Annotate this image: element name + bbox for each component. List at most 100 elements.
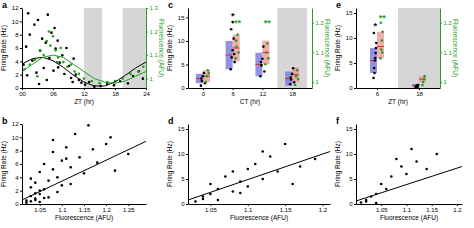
point	[48, 30, 51, 33]
point	[114, 169, 117, 172]
tick: 1.2	[146, 29, 159, 35]
tick: 10	[12, 19, 22, 25]
scatter-series	[379, 22, 426, 87]
point	[25, 45, 28, 48]
point	[194, 200, 197, 203]
plot-area	[196, 8, 307, 88]
x-axis: 1.051.11.151.2	[357, 204, 463, 213]
tick-mark	[292, 88, 293, 90]
point	[289, 83, 292, 86]
tick: 12	[12, 121, 22, 127]
annotation: **	[379, 13, 387, 23]
tick-label: 12	[12, 5, 19, 11]
tick: 15	[178, 15, 188, 21]
tick-mark	[354, 154, 356, 155]
y2-axis: 11.11.2	[440, 9, 453, 89]
tick-label: 6	[15, 45, 19, 51]
y2-axis-title: Fluorescence (AFU)	[451, 19, 459, 77]
box	[255, 53, 262, 77]
tick-mark	[53, 88, 54, 90]
tick: 0	[202, 88, 206, 97]
point	[224, 175, 227, 178]
point	[202, 198, 205, 201]
point	[42, 67, 45, 70]
box-mean	[262, 52, 269, 53]
point	[38, 171, 41, 174]
axis-line	[312, 9, 313, 89]
tick-mark	[20, 177, 22, 178]
point	[254, 163, 257, 166]
point	[203, 72, 206, 75]
y-axis-title: Firing Rate (Hz)	[334, 141, 342, 187]
point	[84, 83, 87, 86]
tick: 1.15	[280, 204, 292, 213]
tick-label: 1	[316, 79, 320, 85]
tick: 8	[15, 148, 22, 154]
y2-axis-title: Fluorescence (AFU)	[157, 19, 165, 77]
point	[38, 201, 41, 204]
point	[56, 176, 59, 179]
point	[230, 28, 233, 31]
point	[78, 73, 81, 76]
tick-mark	[20, 21, 22, 22]
axis-line	[22, 9, 23, 89]
plot-area	[22, 124, 146, 204]
tick-label: 1.2	[319, 207, 328, 213]
point	[385, 188, 388, 191]
y-axis: 051015	[346, 125, 357, 208]
plot-area	[188, 143, 330, 203]
tick-mark	[186, 204, 188, 205]
x-axis: 1.051.11.151.21.25	[23, 204, 147, 213]
tick-mark	[186, 129, 188, 130]
point	[262, 45, 265, 48]
point	[374, 52, 377, 55]
tick-mark	[419, 88, 420, 90]
point	[425, 168, 428, 171]
point	[200, 77, 203, 80]
tick: 1.15	[426, 204, 438, 213]
scatter-series	[205, 33, 300, 86]
point	[129, 73, 132, 76]
point	[73, 70, 76, 73]
point	[63, 73, 66, 76]
axis-line	[440, 9, 441, 89]
tick: 1.1	[440, 50, 453, 56]
point	[52, 35, 55, 38]
point	[69, 166, 72, 169]
tick-label: 10	[178, 151, 185, 157]
annotation: *	[373, 21, 377, 31]
tick-label: 6	[15, 161, 19, 167]
tick-label: 5	[181, 62, 185, 68]
tick-label: 1.1	[444, 50, 453, 56]
box	[370, 48, 377, 73]
box-mean	[377, 46, 384, 47]
tick-label: 1	[150, 76, 154, 82]
point	[206, 75, 209, 78]
point	[137, 70, 140, 73]
tick-mark	[233, 88, 234, 90]
point	[39, 49, 42, 52]
box	[226, 41, 233, 69]
tick: 10	[178, 38, 188, 44]
tick: 5	[181, 62, 188, 68]
tick-label: 5	[349, 60, 353, 66]
point	[34, 181, 37, 184]
tick-mark	[128, 204, 129, 206]
point	[72, 57, 75, 60]
point	[289, 76, 292, 79]
tick-label: 10	[346, 151, 353, 157]
point	[390, 175, 393, 178]
shaded-band	[123, 8, 146, 88]
point	[137, 70, 140, 73]
box	[292, 67, 299, 82]
point	[61, 159, 64, 162]
plot-area	[356, 148, 462, 204]
point	[208, 72, 211, 75]
figure: 000612182402468101211.11.21.3aZT (hr)Fir…	[0, 0, 474, 228]
tick-label: 1.1	[316, 50, 325, 56]
tick: 1	[440, 79, 448, 85]
point	[65, 157, 68, 160]
tick-label: 1.15	[280, 207, 292, 213]
tick: 10	[346, 35, 356, 41]
tick: 1.1	[146, 52, 159, 58]
